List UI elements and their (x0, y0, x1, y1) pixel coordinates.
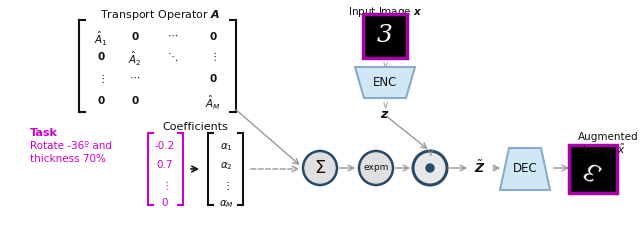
Text: Coefficients: Coefficients (162, 122, 228, 132)
Circle shape (413, 151, 447, 185)
Text: 3: 3 (377, 24, 393, 48)
Text: $\mathbf{0}$: $\mathbf{0}$ (209, 72, 218, 84)
Text: $\vdots$: $\vdots$ (209, 50, 217, 63)
Text: Transport Operator $\boldsymbol{A}$: Transport Operator $\boldsymbol{A}$ (100, 8, 220, 22)
Text: DEC: DEC (513, 162, 538, 175)
Bar (569, 145, 617, 193)
Text: Augmented: Augmented (578, 132, 638, 142)
Text: $\hat{A}_2$: $\hat{A}_2$ (128, 50, 142, 68)
Text: Rotate -36º and: Rotate -36º and (30, 141, 112, 151)
Circle shape (426, 164, 434, 172)
Text: expm: expm (364, 164, 388, 172)
Text: $\mathbf{0}$: $\mathbf{0}$ (131, 30, 140, 42)
Text: $\vee$: $\vee$ (381, 60, 389, 70)
Text: $\vee$: $\vee$ (381, 100, 389, 110)
Text: $\cdots$: $\cdots$ (129, 72, 141, 82)
Text: $\hat{A}_1$: $\hat{A}_1$ (94, 30, 108, 48)
Text: $\mathbf{0}$: $\mathbf{0}$ (131, 94, 140, 106)
Text: 3: 3 (581, 155, 605, 183)
Text: thickness 70%: thickness 70% (30, 154, 106, 164)
Text: $\alpha_2$: $\alpha_2$ (220, 160, 232, 172)
Text: $\mathbf{0}$: $\mathbf{0}$ (97, 94, 106, 106)
Text: ENC: ENC (373, 75, 397, 89)
Bar (363, 14, 407, 58)
Circle shape (303, 151, 337, 185)
Polygon shape (355, 67, 415, 98)
Text: $\tilde{\boldsymbol{Z}}$: $\tilde{\boldsymbol{Z}}$ (474, 160, 486, 176)
Text: $\ddots$: $\ddots$ (168, 50, 179, 63)
Text: 0.7: 0.7 (157, 160, 173, 170)
Text: $\vee$: $\vee$ (426, 148, 434, 158)
Text: $\vdots$: $\vdots$ (97, 72, 105, 85)
Text: $\alpha_M$: $\alpha_M$ (218, 198, 234, 210)
Text: Input Image $\boldsymbol{x}$: Input Image $\boldsymbol{x}$ (348, 5, 422, 19)
Text: $\mathbf{0}$: $\mathbf{0}$ (209, 30, 218, 42)
Text: $\alpha_1$: $\alpha_1$ (220, 141, 232, 153)
Text: $\hat{A}_M$: $\hat{A}_M$ (205, 94, 221, 112)
Text: $\boldsymbol{z}$: $\boldsymbol{z}$ (380, 108, 390, 121)
Text: -0.2: -0.2 (155, 141, 175, 151)
Text: Image $\tilde{x}$: Image $\tilde{x}$ (582, 143, 626, 158)
Polygon shape (500, 148, 550, 190)
Text: $\mathbf{0}$: $\mathbf{0}$ (97, 50, 106, 62)
Text: $\cdots$: $\cdots$ (168, 30, 179, 40)
Text: $\Sigma$: $\Sigma$ (314, 159, 326, 177)
Text: Task: Task (30, 128, 58, 138)
Circle shape (359, 151, 393, 185)
Text: $\vdots$: $\vdots$ (222, 179, 230, 192)
Text: $\vdots$: $\vdots$ (161, 179, 169, 192)
Text: 0: 0 (162, 198, 168, 208)
